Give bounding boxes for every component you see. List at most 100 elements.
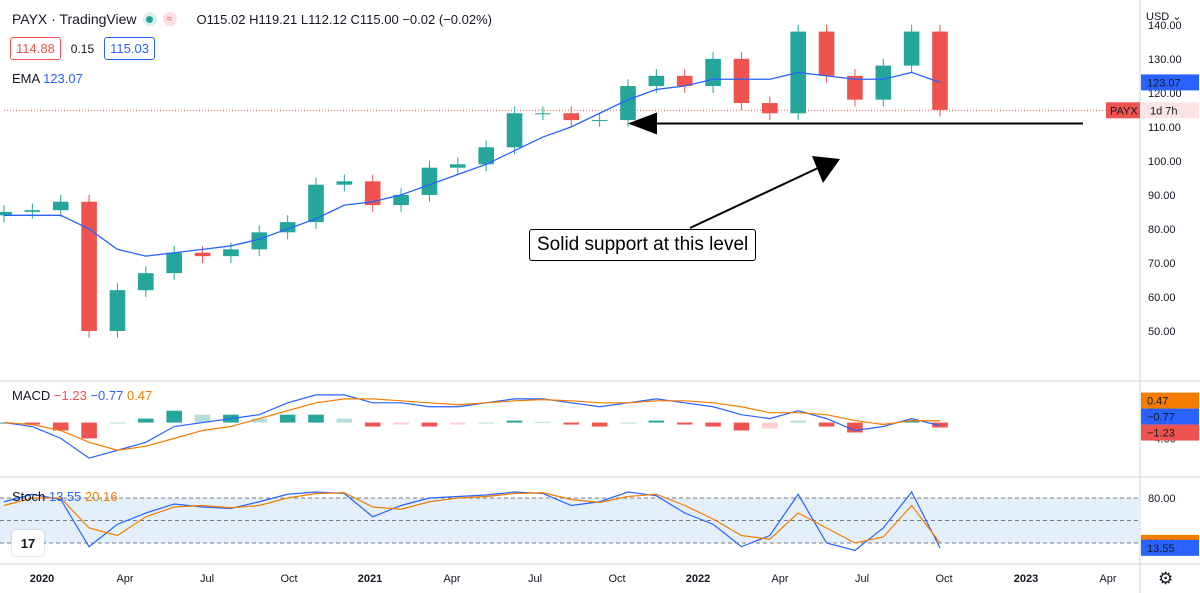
ema-line xyxy=(4,71,941,257)
candle-body xyxy=(875,65,892,100)
price-tick-label: 90.00 xyxy=(1148,190,1176,202)
price-tick-label: 110.00 xyxy=(1148,122,1181,134)
macd-histogram-bar xyxy=(109,422,126,424)
stoch-d-value: 20.16 xyxy=(85,489,118,504)
stoch-k-tag-label: 13.55 xyxy=(1147,543,1175,555)
macd-histogram-bar xyxy=(506,420,523,423)
macd-histogram-bar xyxy=(733,422,750,431)
time-tick-label: Oct xyxy=(280,573,297,585)
candle-body xyxy=(847,75,863,100)
candle-body xyxy=(648,75,665,87)
buy-button[interactable]: 115.03 xyxy=(104,37,155,60)
time-tick-label: Oct xyxy=(935,573,952,585)
ema-legend[interactable]: EMA 123.07 xyxy=(12,71,83,86)
macd-hist-tag xyxy=(1141,424,1199,441)
symbol-tag-label: PAYX xyxy=(1110,105,1138,117)
macd-hist-tag-label: −1.23 xyxy=(1147,428,1175,440)
macd-hist-value: −1.23 xyxy=(53,388,87,403)
macd-histogram-bar xyxy=(194,414,211,423)
ema-label: EMA xyxy=(12,71,40,86)
macd-histogram-bar xyxy=(138,418,154,423)
data-delayed-icon[interactable]: ≈ xyxy=(162,12,177,26)
macd-histogram-bar xyxy=(903,420,920,423)
macd-histogram-bar xyxy=(705,422,721,427)
macd-line-tag-label: −0.77 xyxy=(1147,412,1175,424)
macd-histogram-bar xyxy=(535,421,551,423)
candle-body xyxy=(591,120,608,122)
time-tick-label: 2020 xyxy=(30,573,54,585)
macd-histogram-bar xyxy=(620,422,636,424)
ema-price-tag xyxy=(1141,74,1199,91)
macd-histogram-bar xyxy=(336,418,353,423)
time-tick-label: Apr xyxy=(771,573,788,585)
time-tick-label: 2023 xyxy=(1014,573,1038,585)
candle-body xyxy=(336,181,353,185)
candle-body xyxy=(818,31,835,76)
macd-histogram-bar xyxy=(875,422,892,425)
macd-histogram-bar xyxy=(591,422,608,427)
candle-body xyxy=(0,211,12,216)
macd-signal-line xyxy=(3,398,941,451)
candle-body xyxy=(506,113,523,148)
candle-body xyxy=(932,31,948,110)
time-tick-label: Jul xyxy=(528,573,542,585)
macd-label: MACD xyxy=(12,388,51,403)
candle-body xyxy=(166,252,182,274)
candle-body xyxy=(563,113,580,121)
tradingview-logo-icon[interactable]: 17 xyxy=(12,530,44,556)
time-tick-label: Jul xyxy=(855,573,869,585)
candle-body xyxy=(81,201,97,331)
support-annotation[interactable]: Solid support at this level xyxy=(529,229,757,261)
chevron-down-icon: ⌄ xyxy=(1172,11,1182,23)
candle-body xyxy=(24,210,41,212)
macd-line-tag xyxy=(1141,408,1199,425)
symbol-title[interactable]: PAYX · TradingView xyxy=(12,11,137,27)
countdown-tag-label: 1d 7h xyxy=(1150,105,1178,117)
price-tick-label: 60.00 xyxy=(1148,292,1176,304)
macd-histogram-bar xyxy=(818,422,835,427)
currency-selector[interactable]: USD ⌄ xyxy=(1146,11,1182,23)
candle-body xyxy=(478,147,494,165)
support-arrow-head xyxy=(628,112,657,135)
stoch-legend[interactable]: Stoch 13.55 20.16 xyxy=(12,489,118,504)
stoch-tick-label: 80.00 xyxy=(1148,493,1176,505)
macd-histogram-bar xyxy=(563,422,580,425)
candle-body xyxy=(308,184,324,223)
price-tick-label: 130.00 xyxy=(1148,54,1182,66)
price-tick-label: 80.00 xyxy=(1148,224,1176,236)
macd-histogram-bar xyxy=(790,420,806,423)
macd-histogram-bar xyxy=(676,422,693,425)
stoch-d-line xyxy=(3,492,941,544)
candle-body xyxy=(138,273,154,291)
candle-body xyxy=(194,252,211,257)
stoch-k-line xyxy=(3,490,941,552)
macd-histogram-bar xyxy=(421,422,438,427)
time-tick-label: Apr xyxy=(116,573,133,585)
candle-body xyxy=(762,103,778,114)
macd-histogram-bar xyxy=(166,410,182,423)
macd-histogram-bar xyxy=(81,422,97,439)
macd-histogram-bar xyxy=(308,414,324,423)
candle-body xyxy=(393,194,409,206)
trade-panel: 114.88 0.15 115.03 xyxy=(10,37,155,60)
price-tick-label: 70.00 xyxy=(1148,258,1176,270)
sell-button[interactable]: 114.88 xyxy=(10,37,61,60)
macd-histogram-bar xyxy=(24,422,41,425)
candle-body xyxy=(676,75,693,87)
candle-body xyxy=(279,222,296,233)
market-open-icon[interactable] xyxy=(142,12,157,26)
macd-histogram-bar xyxy=(648,420,665,423)
candle-body xyxy=(364,181,381,206)
time-tick-label: Oct xyxy=(608,573,625,585)
candle-body xyxy=(903,31,920,66)
time-tick-label: Apr xyxy=(443,573,460,585)
macd-line xyxy=(3,394,941,459)
candle-body xyxy=(450,164,466,168)
macd-legend[interactable]: MACD −1.23 −0.77 0.47 xyxy=(12,388,152,403)
time-tick-label: 2022 xyxy=(686,573,710,585)
candle-body xyxy=(109,290,126,331)
gear-icon[interactable]: ⚙ xyxy=(1158,569,1174,588)
price-tick-label: 120.00 xyxy=(1148,88,1182,100)
candle-body xyxy=(251,232,268,250)
